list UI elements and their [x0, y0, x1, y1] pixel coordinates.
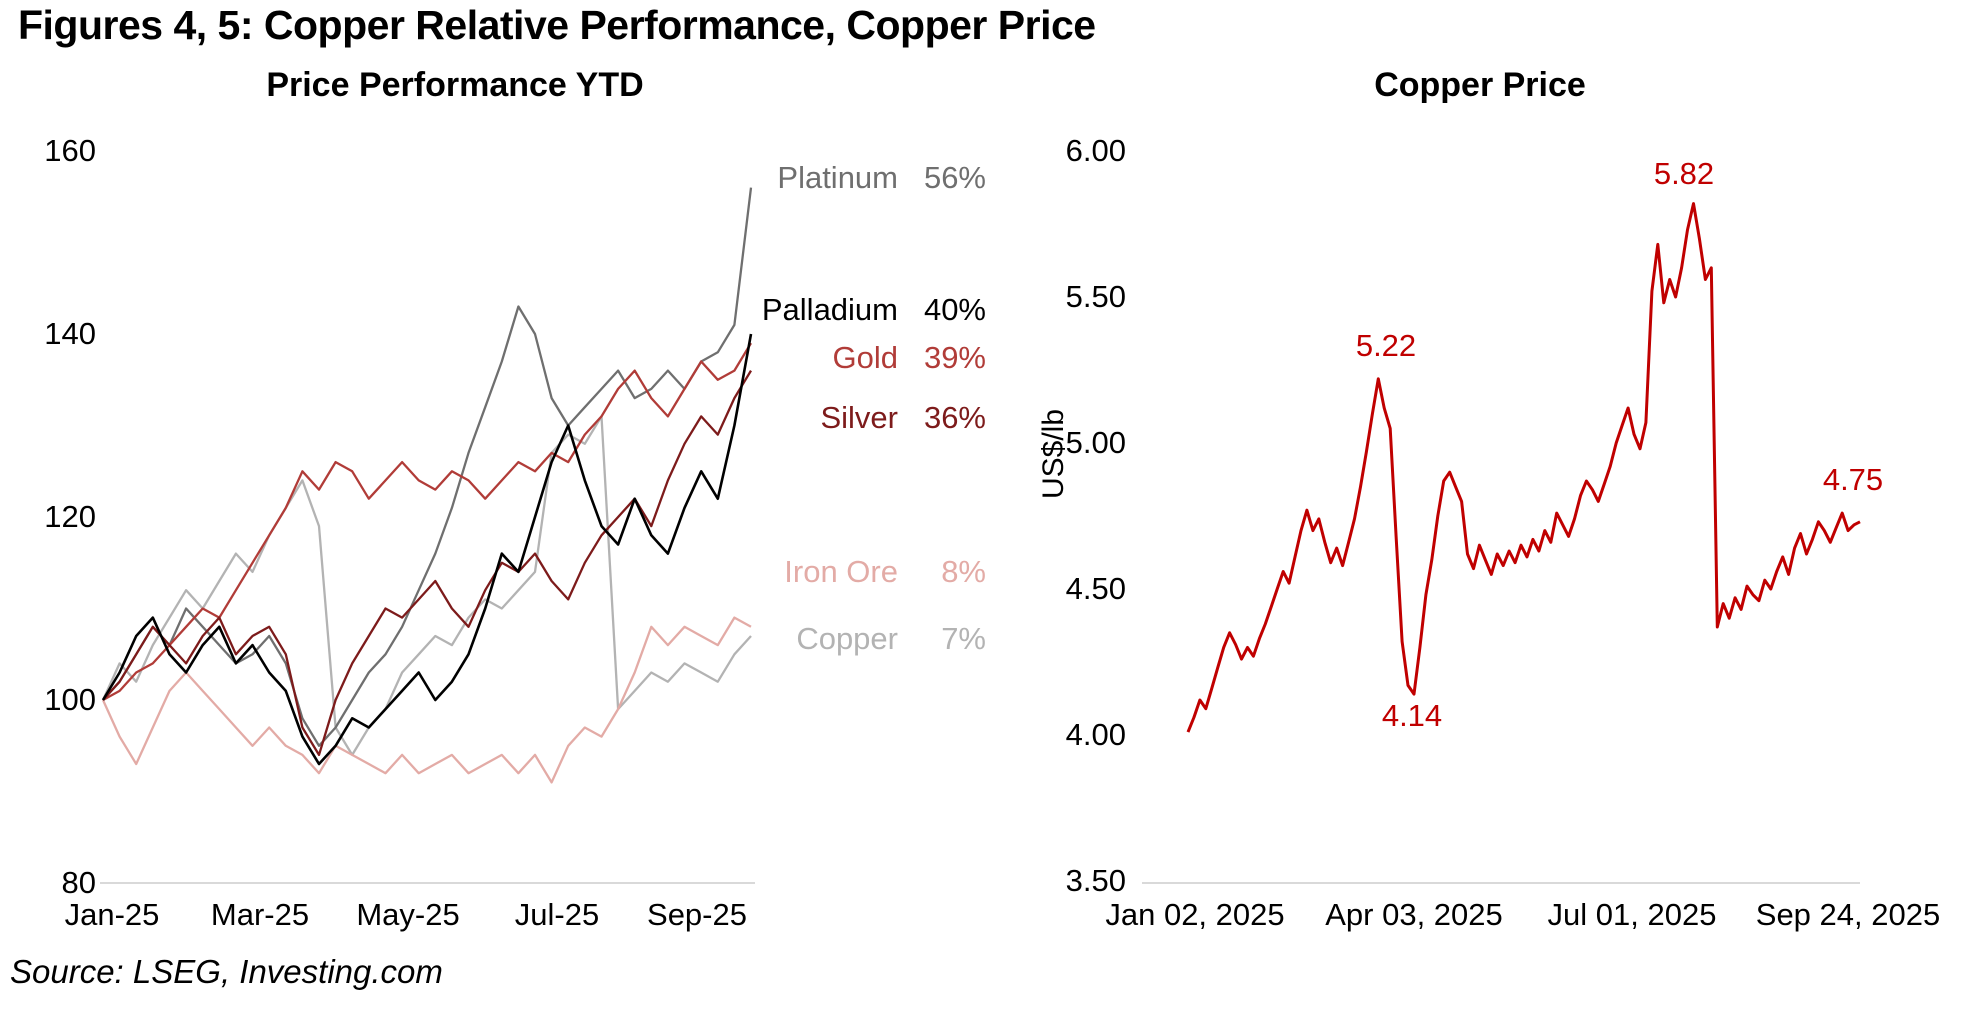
legend-value: 36%	[923, 400, 986, 435]
legend-label: Copper	[796, 621, 898, 656]
left-x-tick-Jan-25: Jan-25	[64, 897, 160, 932]
left-x-tick-Mar-25: Mar-25	[210, 897, 310, 932]
right-y-tick-4.00: 4.00	[1065, 717, 1126, 752]
left-x-tick-Jul-25: Jul-25	[514, 897, 600, 932]
right-x-tick-2: Apr 03, 2025	[1325, 897, 1503, 932]
left-y-tick-100: 100	[44, 682, 96, 717]
right-y-tick-5.00: 5.00	[1065, 425, 1126, 460]
legend-label: Platinum	[777, 160, 898, 195]
right-y-tick-3.50: 3.50	[1065, 863, 1126, 898]
left-chart-title: Price Performance YTD	[266, 66, 644, 104]
legend-row-silver: Silver 36%	[700, 400, 986, 436]
series-line-gold	[102, 342, 752, 702]
legend-row-platinum: Platinum 56%	[700, 160, 986, 196]
legend-row-iron-ore: Iron Ore 8%	[700, 554, 986, 590]
legend-value: 7%	[941, 621, 986, 656]
left-x-tick-Sep-25: Sep-25	[647, 897, 747, 932]
legend-value: 56%	[923, 160, 986, 195]
left-x-tick-May-25: May-25	[356, 897, 460, 932]
left-y-tick-120: 120	[44, 499, 96, 534]
series-line-copper	[101, 415, 752, 757]
right-y-tick-6.00: 6.00	[1065, 133, 1126, 168]
series-line-silver	[102, 370, 752, 757]
series-line-palladium	[101, 333, 753, 766]
right-y-tick-4.50: 4.50	[1065, 571, 1126, 606]
data-label-5.82: 5.82	[1654, 156, 1714, 191]
left-y-tick-140: 140	[44, 316, 96, 351]
legend-label: Silver	[820, 400, 898, 435]
right-chart-title: Copper Price	[1374, 66, 1586, 104]
series-line-iron-ore	[101, 616, 752, 784]
data-label-4.14: 4.14	[1382, 698, 1442, 733]
legend-label: Gold	[832, 340, 898, 375]
source-note: Source: LSEG, Investing.com	[10, 953, 443, 990]
left-y-tick-160: 160	[44, 133, 96, 168]
legend-label: Iron Ore	[784, 554, 898, 589]
right-x-tick-3: Jul 01, 2025	[1547, 897, 1717, 932]
legend-label: Palladium	[761, 292, 898, 327]
data-label-4.75: 4.75	[1823, 462, 1883, 497]
legend-value: 8%	[941, 554, 986, 589]
right-y-tick-5.50: 5.50	[1065, 279, 1126, 314]
series-line-platinum	[102, 187, 753, 747]
left-y-tick-80: 80	[61, 865, 96, 900]
right-x-tick-1: Jan 02, 2025	[1105, 897, 1285, 932]
legend-row-copper: Copper 7%	[700, 621, 986, 657]
legend-row-gold: Gold 39%	[700, 340, 986, 376]
legend-value: 39%	[923, 340, 986, 375]
legend-row-palladium: Palladium 40%	[700, 292, 986, 328]
data-label-5.22: 5.22	[1356, 328, 1416, 363]
series-line-copper-price	[1186, 202, 1861, 733]
legend-value: 40%	[923, 292, 986, 327]
page-title: Figures 4, 5: Copper Relative Performanc…	[18, 2, 1096, 48]
right-x-tick-4: Sep 24, 2025	[1755, 897, 1941, 932]
